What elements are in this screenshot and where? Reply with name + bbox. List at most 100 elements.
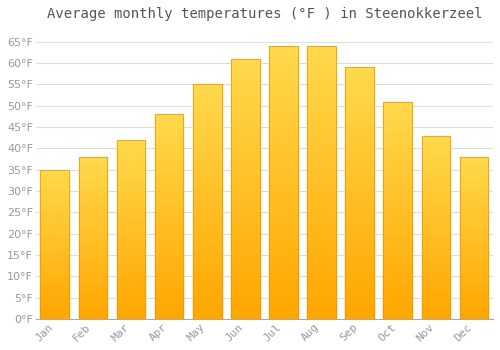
Bar [193, 129, 222, 131]
Bar [231, 290, 260, 293]
Bar [193, 127, 222, 129]
Bar [384, 143, 412, 145]
Bar [346, 276, 374, 279]
Bar [422, 180, 450, 181]
Bar [422, 240, 450, 242]
Bar [422, 299, 450, 301]
Bar [40, 199, 69, 201]
Bar [460, 222, 488, 223]
Bar [460, 243, 488, 244]
Bar [116, 301, 146, 303]
Bar [40, 255, 69, 256]
Bar [384, 310, 412, 312]
Bar [155, 147, 184, 149]
Bar [155, 251, 184, 253]
Bar [422, 170, 450, 172]
Bar [460, 191, 488, 193]
Bar [193, 225, 222, 228]
Bar [193, 164, 222, 167]
Bar [155, 174, 184, 176]
Bar [308, 278, 336, 281]
Bar [384, 136, 412, 139]
Bar [116, 245, 146, 247]
Bar [193, 155, 222, 157]
Bar [384, 256, 412, 258]
Bar [384, 210, 412, 212]
Bar [308, 79, 336, 82]
Bar [308, 82, 336, 84]
Bar [155, 280, 184, 282]
Bar [308, 286, 336, 289]
Bar [269, 158, 298, 161]
Bar [231, 251, 260, 254]
Bar [193, 84, 222, 319]
Bar [116, 233, 146, 235]
Bar [422, 304, 450, 306]
Bar [308, 65, 336, 68]
Bar [231, 171, 260, 173]
Bar [460, 293, 488, 295]
Bar [460, 301, 488, 303]
Bar [422, 138, 450, 139]
Bar [422, 313, 450, 315]
Bar [78, 261, 107, 262]
Bar [155, 245, 184, 247]
Bar [155, 116, 184, 118]
Bar [40, 210, 69, 211]
Bar [78, 256, 107, 257]
Bar [346, 133, 374, 135]
Bar [231, 158, 260, 160]
Bar [308, 128, 336, 131]
Bar [116, 299, 146, 301]
Bar [384, 123, 412, 125]
Bar [384, 308, 412, 310]
Bar [78, 275, 107, 277]
Bar [193, 309, 222, 312]
Bar [155, 114, 184, 116]
Bar [308, 87, 336, 90]
Bar [308, 98, 336, 101]
Bar [460, 207, 488, 209]
Bar [231, 298, 260, 301]
Bar [155, 190, 184, 192]
Bar [269, 221, 298, 223]
Bar [346, 118, 374, 120]
Bar [40, 226, 69, 228]
Bar [384, 249, 412, 252]
Bar [116, 195, 146, 197]
Bar [308, 281, 336, 284]
Bar [40, 216, 69, 217]
Bar [460, 265, 488, 267]
Bar [40, 232, 69, 234]
Bar [231, 267, 260, 270]
Bar [193, 183, 222, 185]
Bar [384, 245, 412, 247]
Bar [78, 210, 107, 212]
Bar [269, 166, 298, 169]
Bar [155, 288, 184, 290]
Bar [78, 175, 107, 176]
Bar [231, 288, 260, 290]
Bar [78, 270, 107, 272]
Bar [346, 218, 374, 221]
Bar [155, 229, 184, 231]
Bar [460, 311, 488, 313]
Bar [78, 267, 107, 269]
Bar [269, 87, 298, 90]
Bar [231, 59, 260, 62]
Bar [231, 119, 260, 121]
Bar [422, 139, 450, 141]
Bar [422, 215, 450, 216]
Bar [78, 274, 107, 275]
Bar [231, 129, 260, 132]
Bar [193, 284, 222, 286]
Bar [346, 173, 374, 176]
Bar [460, 194, 488, 196]
Bar [269, 46, 298, 49]
Bar [40, 170, 69, 319]
Bar [40, 235, 69, 237]
Bar [78, 316, 107, 317]
Bar [346, 316, 374, 319]
Bar [193, 281, 222, 284]
Bar [78, 220, 107, 222]
